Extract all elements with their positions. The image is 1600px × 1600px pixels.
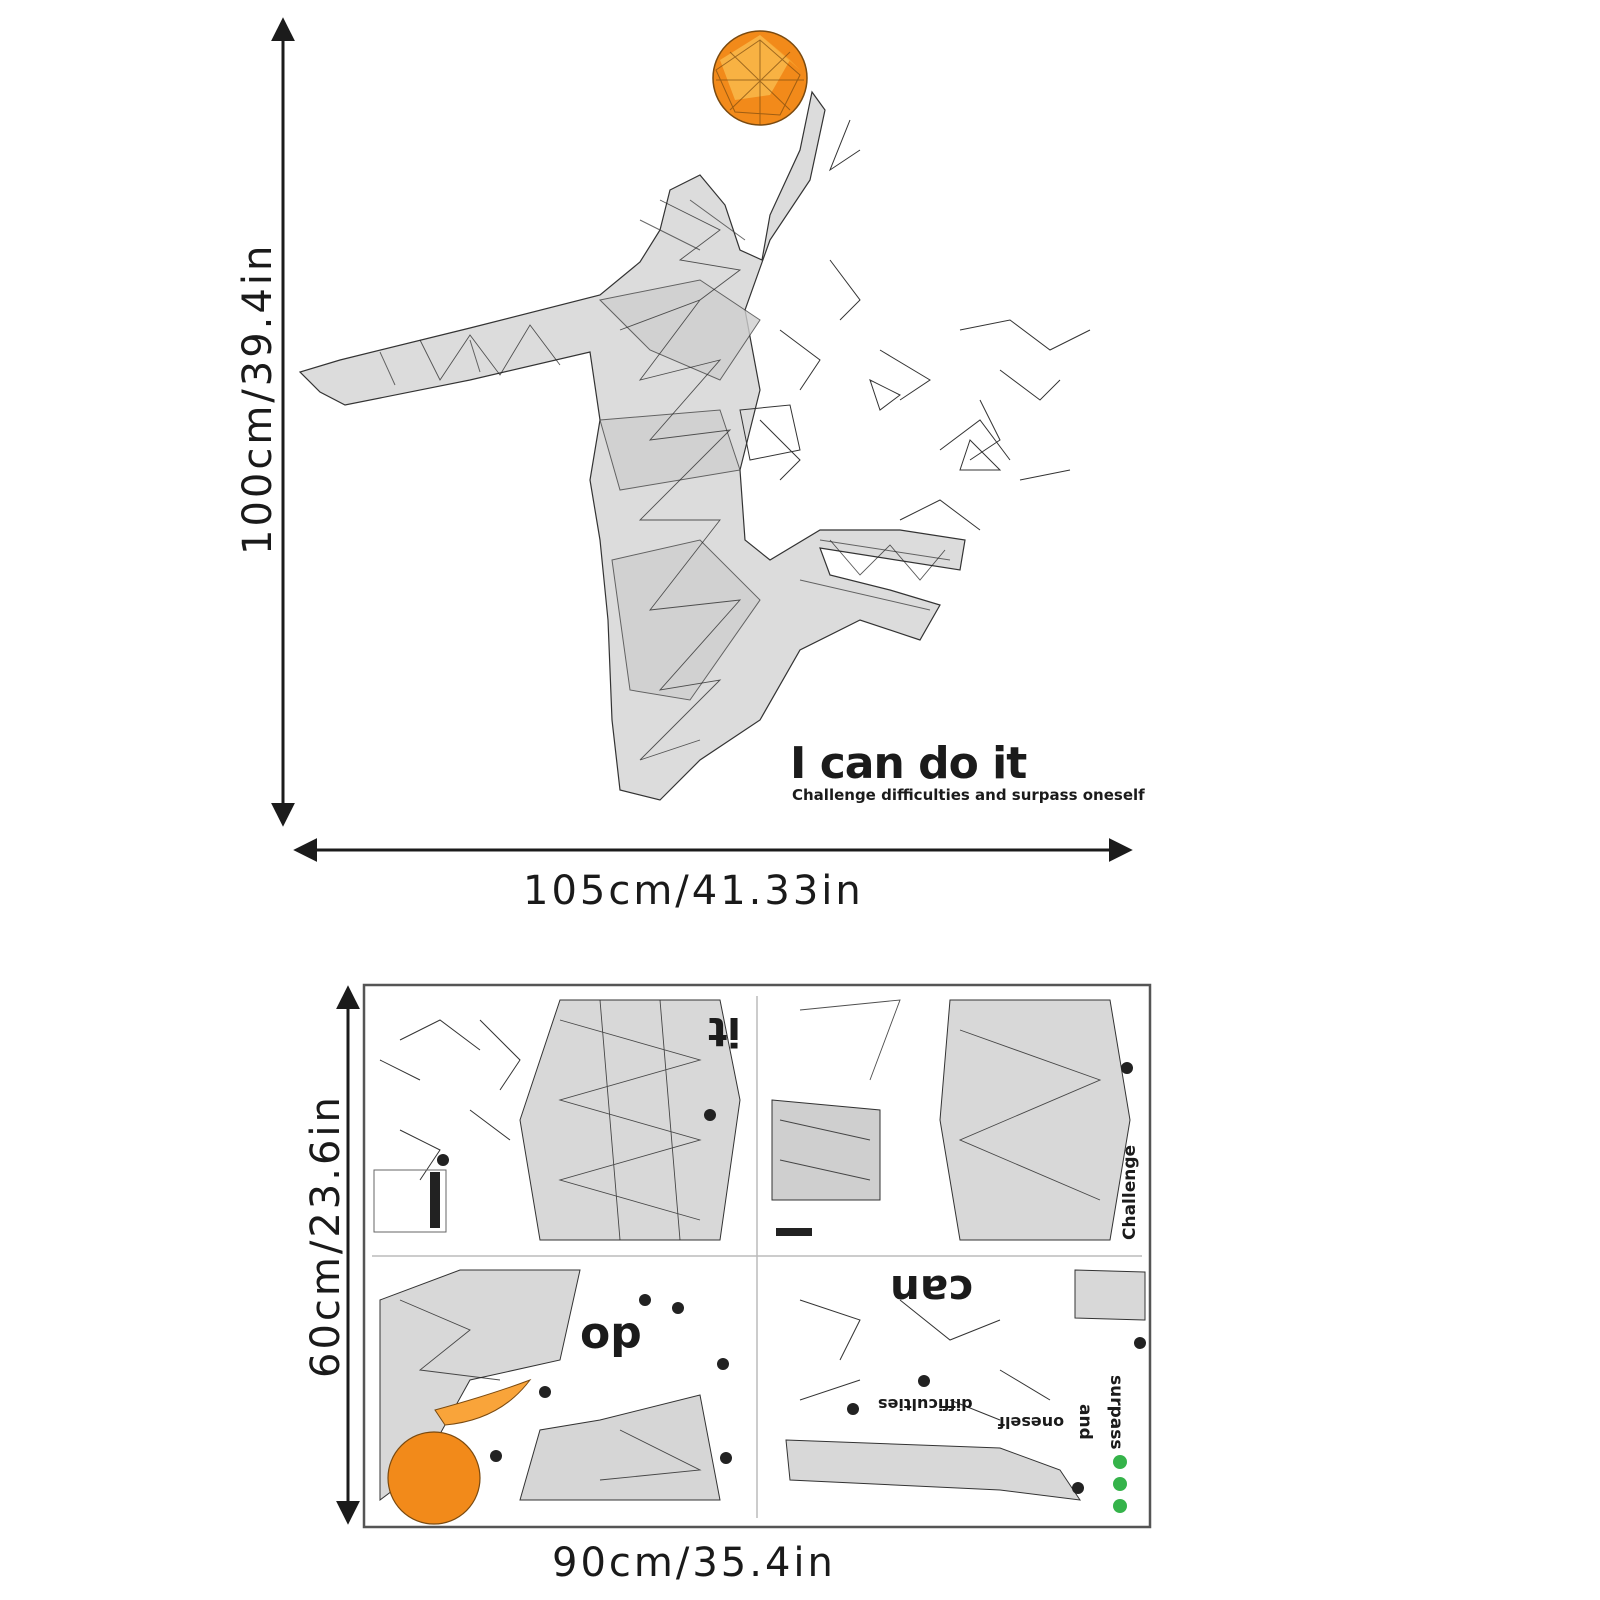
sheet-word-can: can <box>890 1266 974 1315</box>
green-dot-icon <box>1113 1477 1127 1491</box>
basketball-piece-icon <box>387 1431 481 1525</box>
sheet-word-do: do <box>580 1313 642 1364</box>
sheet-word-challenge: Challenge <box>1120 1144 1140 1240</box>
sheet-panel-bottom-right <box>785 1269 1146 1513</box>
sheet-width-label: 90cm/35.4in <box>552 1540 836 1586</box>
sheet-panel-top-left <box>373 999 741 1241</box>
sheet-word-surpass: surpass <box>1106 1375 1126 1450</box>
sheet-height-label: 60cm/23.6in <box>303 1094 349 1378</box>
sheet-word-oneself: oneself <box>998 1413 1065 1432</box>
sheet-word-and: and <box>1075 1404 1095 1440</box>
green-dot-icon <box>1113 1455 1127 1469</box>
assembled-width-label: 105cm/41.33in <box>523 868 864 914</box>
sheet-word-difficulties: difficulties <box>878 1395 973 1414</box>
sheet-panel-bottom-left <box>379 1269 732 1525</box>
green-dot-icon <box>1113 1499 1127 1513</box>
player-silhouette <box>298 90 1091 801</box>
slogan-subtitle: Challenge difficulties and surpass onese… <box>792 786 1145 804</box>
sheet-word-it: it <box>708 1008 741 1054</box>
sheet-panel-top-right <box>771 999 1133 1241</box>
slogan-title: I can do it <box>790 738 1027 789</box>
basketball-icon <box>712 30 808 126</box>
